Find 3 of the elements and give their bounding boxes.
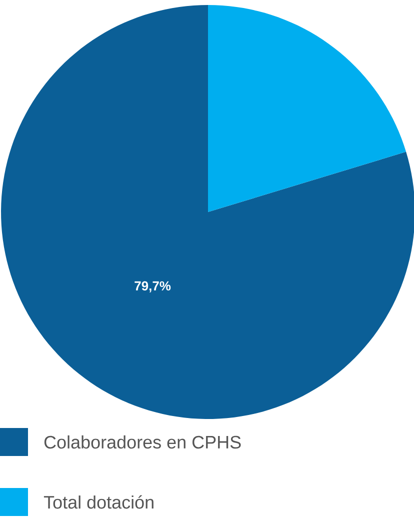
legend-label: Total dotación: [44, 495, 154, 509]
legend-label: Colaboradores en CPHS: [44, 435, 241, 449]
data-label: 79,7%: [134, 281, 171, 292]
